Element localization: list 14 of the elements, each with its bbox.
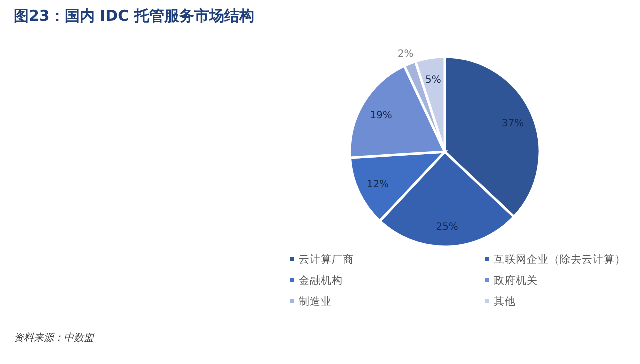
text: 图23：国内 IDC 托管服务市场结构 [14, 7, 254, 25]
legend-label: 云计算厂商 [299, 253, 354, 266]
data-label: 19% [370, 110, 392, 122]
data-label: 25% [436, 222, 458, 234]
legend-label: 政府机关 [494, 274, 538, 287]
data-label: 5% [425, 74, 442, 86]
legend-label: 互联网企业（除去云计算） [494, 253, 626, 266]
legend-label: 其他 [494, 295, 516, 308]
data-label: 12% [366, 180, 390, 191]
data-label: 2% [398, 49, 414, 60]
data-label: 37% [502, 118, 524, 130]
legend-label: 制造业 [299, 295, 332, 308]
legend-label: 金融机构 [299, 275, 343, 287]
text: 资料来源：中数盟 [14, 332, 95, 344]
